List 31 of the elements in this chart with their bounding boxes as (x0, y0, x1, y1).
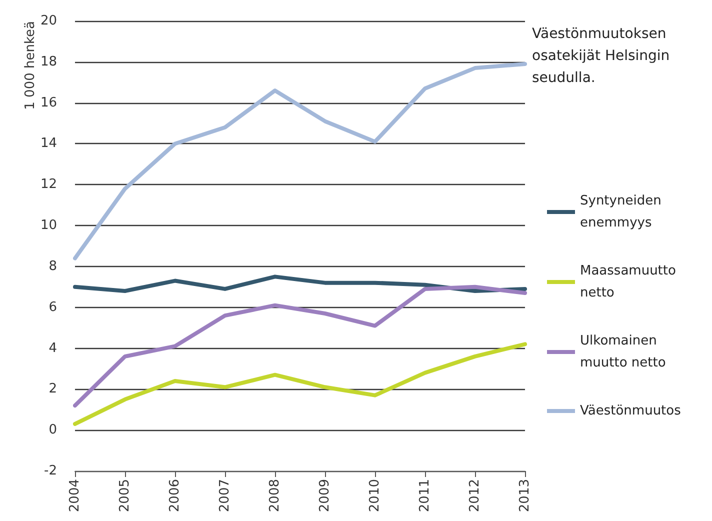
y-tick-label: 10 (40, 218, 57, 234)
y-tick-label: 4 (48, 340, 57, 356)
y-tick-label: 0 (48, 422, 57, 438)
x-tick-label: 2013 (518, 479, 532, 512)
line-series (73, 342, 527, 426)
legend-label: Maassamuutto netto (580, 264, 680, 300)
x-tick-label: 2012 (468, 479, 482, 512)
y-axis-title: 1 000 henkeä (23, 21, 38, 110)
text: Väestönmuutoksen osatekijät Helsingin seudulla. (532, 26, 674, 86)
y-tick-label: -2 (44, 464, 57, 478)
x-tick-label: 2005 (118, 479, 132, 512)
y-tick-label: 8 (48, 258, 57, 274)
x-tick-label: 2008 (268, 479, 282, 512)
x-tick-label: 2007 (218, 479, 232, 512)
y-tick-label: 16 (40, 95, 57, 110)
x-tick-label: 2011 (418, 479, 432, 512)
legend-label: Syntyneiden enemmyys (580, 194, 666, 230)
line-series (73, 284, 527, 408)
y-tick-label: 2 (48, 382, 57, 397)
y-tick-label: 14 (40, 136, 57, 152)
line-series (73, 62, 527, 260)
y-tick-label: 6 (48, 300, 57, 315)
x-tick-label: 2004 (68, 479, 82, 512)
y-tick-label: 12 (40, 177, 57, 192)
x-tick-label: 2009 (318, 479, 332, 512)
legend-label: Ulkomainen muutto netto (580, 334, 666, 370)
y-tick-label: 20 (40, 14, 57, 28)
x-tick-label: 2006 (168, 479, 182, 512)
legend-label: Väestönmuutos (580, 404, 682, 418)
x-tick-label: 2010 (368, 479, 382, 512)
y-tick-label: 18 (40, 54, 57, 70)
